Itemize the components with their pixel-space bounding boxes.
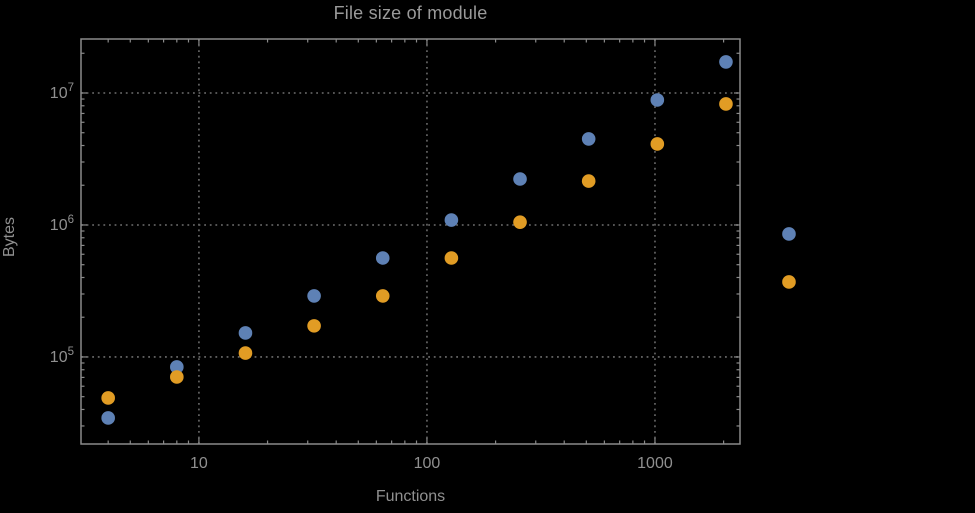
plot-frame: [80, 38, 741, 445]
x-axis-label: Functions: [375, 488, 446, 505]
chart-title: File size of module: [333, 3, 488, 23]
y-axis-label: Bytes: [1, 216, 18, 258]
data-point-orange: [170, 370, 184, 384]
data-point-orange: [101, 391, 115, 405]
data-point-blue: [238, 326, 253, 340]
data-point-blue: [513, 172, 527, 186]
data-point-blue: [375, 251, 390, 265]
data-point-blue: [581, 132, 596, 146]
data-point-orange: [581, 174, 596, 188]
data-point-orange: [238, 346, 253, 360]
y-tick-label: 107: [50, 82, 74, 102]
data-point-orange: [307, 319, 321, 333]
data-point-orange: [719, 97, 733, 111]
data-point-orange: [513, 215, 527, 229]
x-tick-label: 100: [414, 455, 441, 472]
data-point-blue: [307, 289, 321, 303]
data-point-orange: [444, 251, 459, 265]
data-point-blue: [170, 360, 184, 374]
data-point-orange: [650, 137, 665, 151]
data-point-orange: [375, 289, 390, 303]
data-point-blue: [782, 227, 796, 241]
data-point-blue: [101, 411, 115, 425]
x-tick-label: 10: [190, 455, 208, 472]
y-tick-label: 106: [50, 214, 74, 234]
data-point-blue: [719, 55, 733, 69]
x-tick-label: 1000: [637, 455, 673, 472]
y-tick-label: 105: [50, 346, 74, 366]
data-point-blue: [444, 213, 459, 227]
data-point-blue: [650, 93, 665, 107]
data-point-orange: [782, 275, 796, 289]
